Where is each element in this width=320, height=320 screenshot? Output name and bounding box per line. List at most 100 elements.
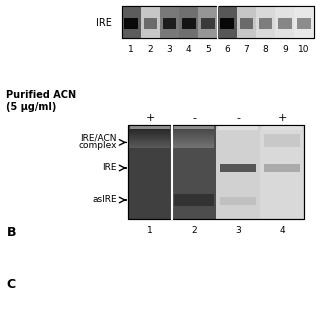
- Bar: [128, 141, 170, 142]
- Bar: [128, 134, 170, 135]
- Bar: [160, 6, 179, 38]
- Bar: [128, 143, 170, 144]
- Bar: [172, 134, 214, 135]
- Bar: [128, 147, 170, 148]
- Bar: [172, 129, 214, 130]
- Bar: [172, 146, 214, 147]
- Bar: [128, 135, 170, 136]
- Bar: [172, 143, 214, 144]
- Bar: [220, 164, 256, 172]
- Bar: [124, 18, 138, 29]
- Bar: [172, 133, 214, 135]
- Text: 9: 9: [282, 45, 288, 54]
- Bar: [237, 6, 256, 38]
- Bar: [128, 130, 170, 131]
- Bar: [174, 125, 214, 130]
- Bar: [172, 144, 214, 145]
- Text: 4: 4: [279, 226, 285, 235]
- Bar: [297, 18, 311, 29]
- Text: IRE: IRE: [102, 164, 117, 172]
- Bar: [128, 140, 170, 141]
- Bar: [128, 125, 172, 219]
- Bar: [128, 139, 170, 140]
- Bar: [128, 132, 170, 133]
- Bar: [128, 144, 170, 145]
- Bar: [278, 18, 292, 29]
- Bar: [240, 18, 253, 29]
- Bar: [220, 18, 234, 29]
- Bar: [172, 143, 214, 144]
- Bar: [128, 129, 170, 130]
- Bar: [294, 6, 314, 38]
- Bar: [172, 137, 214, 138]
- Bar: [172, 144, 214, 145]
- Bar: [128, 130, 170, 131]
- Bar: [128, 129, 170, 130]
- FancyBboxPatch shape: [122, 6, 314, 38]
- Bar: [128, 142, 170, 143]
- Text: 2: 2: [148, 45, 153, 54]
- Bar: [172, 130, 214, 131]
- Bar: [172, 139, 214, 140]
- Bar: [172, 144, 214, 145]
- Bar: [172, 131, 214, 132]
- Bar: [172, 130, 214, 131]
- Bar: [198, 6, 218, 38]
- Bar: [172, 137, 214, 138]
- Bar: [128, 133, 170, 135]
- Bar: [172, 132, 214, 133]
- Bar: [172, 137, 214, 139]
- Bar: [128, 131, 170, 132]
- Bar: [172, 138, 214, 139]
- Bar: [128, 146, 170, 147]
- Bar: [141, 6, 160, 38]
- Bar: [264, 164, 300, 172]
- Text: -: -: [192, 113, 196, 123]
- Bar: [122, 6, 141, 38]
- Bar: [172, 132, 214, 133]
- Bar: [172, 135, 214, 137]
- Bar: [128, 144, 170, 145]
- Text: +: +: [277, 113, 287, 123]
- Bar: [172, 131, 214, 132]
- Bar: [128, 145, 170, 146]
- Bar: [172, 129, 214, 130]
- Bar: [172, 131, 214, 132]
- Bar: [172, 140, 214, 141]
- Bar: [201, 18, 215, 29]
- Bar: [128, 132, 170, 133]
- Bar: [122, 6, 314, 38]
- Bar: [128, 136, 170, 137]
- Bar: [128, 144, 170, 145]
- Bar: [128, 142, 170, 143]
- Text: 3: 3: [235, 226, 241, 235]
- Bar: [128, 140, 170, 141]
- Bar: [172, 145, 214, 146]
- Bar: [128, 137, 170, 138]
- Bar: [128, 137, 170, 138]
- Text: B: B: [6, 226, 16, 239]
- Bar: [128, 146, 170, 147]
- Bar: [128, 135, 170, 136]
- Text: asIRE: asIRE: [92, 196, 117, 204]
- Bar: [262, 125, 302, 130]
- Bar: [172, 142, 214, 143]
- Bar: [128, 135, 170, 137]
- Bar: [172, 140, 214, 141]
- Bar: [172, 133, 214, 134]
- Bar: [128, 138, 170, 139]
- Bar: [128, 142, 170, 143]
- Bar: [128, 131, 170, 132]
- Bar: [128, 143, 170, 144]
- Bar: [172, 142, 214, 143]
- Bar: [128, 125, 304, 219]
- Bar: [174, 194, 214, 206]
- Bar: [172, 140, 214, 141]
- Bar: [172, 139, 214, 140]
- Bar: [260, 125, 304, 219]
- Bar: [172, 132, 214, 133]
- Bar: [172, 135, 214, 136]
- Bar: [163, 18, 176, 29]
- Bar: [128, 129, 170, 130]
- Text: 10: 10: [298, 45, 310, 54]
